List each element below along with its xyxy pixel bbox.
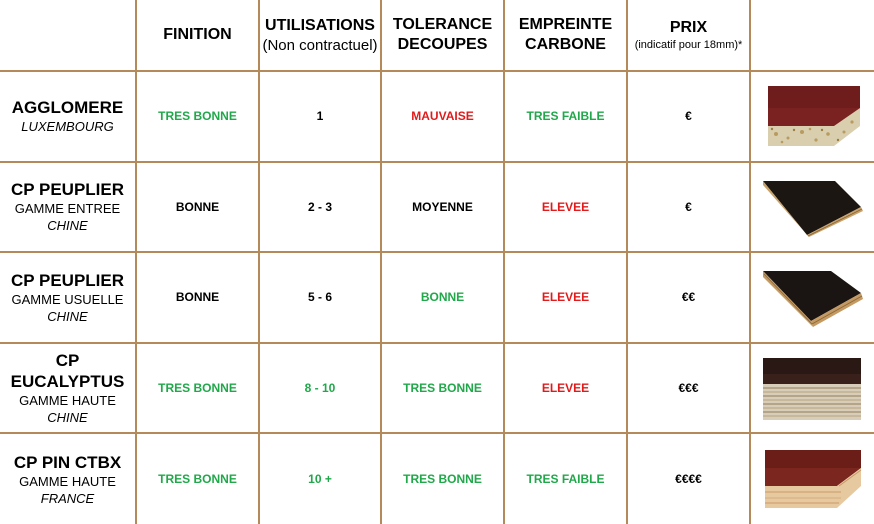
utilisations-value: 2 - 3 bbox=[258, 160, 381, 253]
utilisations-value: 1 bbox=[258, 70, 381, 162]
particleboard-sample-image bbox=[749, 70, 874, 162]
poplar-plywood-standard-sample-image bbox=[749, 251, 874, 343]
header-finition: FINITION bbox=[135, 0, 259, 71]
table-row: CP EUCALYPTUS GAMME HAUTE CHINE TRES BON… bbox=[0, 341, 874, 434]
pine-ctbx-plywood-sample-image bbox=[749, 432, 874, 524]
table-row: CP PEUPLIER GAMME USUELLE CHINE BONNE 5 … bbox=[0, 251, 874, 343]
material-cell: CP PIN CTBX GAMME HAUTE FRANCE bbox=[0, 432, 136, 524]
eucalyptus-plywood-sample-image bbox=[749, 341, 874, 434]
material-range: GAMME USUELLE bbox=[11, 291, 124, 307]
tolerance-value: TRES BONNE bbox=[380, 432, 504, 524]
header-prix: PRIX (indicatif pour 18mm)* bbox=[626, 0, 750, 71]
tolerance-value: MOYENNE bbox=[380, 160, 504, 253]
table-row: CP PEUPLIER GAMME ENTREE CHINE BONNE 2 -… bbox=[0, 160, 874, 253]
material-cell: CP PEUPLIER GAMME USUELLE CHINE bbox=[0, 251, 136, 343]
empreinte-value: TRES FAIBLE bbox=[503, 432, 627, 524]
finition-value: TRES BONNE bbox=[135, 341, 259, 434]
table-row: CP PIN CTBX GAMME HAUTE FRANCE TRES BONN… bbox=[0, 432, 874, 524]
material-range: GAMME ENTREE bbox=[14, 201, 121, 217]
header-utilisations: UTILISATIONS (Non contractuel) bbox=[258, 0, 381, 71]
material-origin: CHINE bbox=[47, 410, 88, 426]
material-origin: CHINE bbox=[47, 308, 88, 324]
tolerance-value: BONNE bbox=[380, 251, 504, 343]
table-row: AGGLOMERE LUXEMBOURG TRES BONNE 1 MAUVAI… bbox=[0, 70, 874, 162]
material-name: CP PIN CTBX bbox=[13, 452, 122, 472]
material-cell: CP PEUPLIER GAMME ENTREE CHINE bbox=[0, 160, 136, 253]
empreinte-value: TRES FAIBLE bbox=[503, 70, 627, 162]
utilisations-value: 8 - 10 bbox=[258, 341, 381, 434]
utilisations-value: 5 - 6 bbox=[258, 251, 381, 343]
material-name: AGGLOMERE bbox=[11, 98, 124, 118]
material-origin: LUXEMBOURG bbox=[21, 119, 114, 135]
finition-value: TRES BONNE bbox=[135, 432, 259, 524]
material-cell: CP EUCALYPTUS GAMME HAUTE CHINE bbox=[0, 341, 136, 434]
material-name: CP PEUPLIER bbox=[10, 180, 125, 200]
empreinte-value: ELEVEE bbox=[503, 251, 627, 343]
empreinte-value: ELEVEE bbox=[503, 160, 627, 253]
material-name: CP EUCALYPTUS bbox=[10, 351, 125, 392]
prix-value: € bbox=[626, 160, 750, 253]
header-empreinte: EMPREINTE CARBONE bbox=[503, 0, 627, 71]
header-empty-cell bbox=[0, 0, 136, 71]
header-utilisations-label: UTILISATIONS bbox=[265, 16, 375, 34]
tolerance-value: MAUVAISE bbox=[380, 70, 504, 162]
prix-value: € bbox=[626, 70, 750, 162]
header-image-cell bbox=[749, 0, 874, 71]
header-prix-label: PRIX bbox=[669, 19, 708, 36]
prix-value: €€€€ bbox=[626, 432, 750, 524]
material-name: CP PEUPLIER bbox=[10, 270, 125, 290]
finition-value: BONNE bbox=[135, 251, 259, 343]
material-origin: CHINE bbox=[47, 218, 88, 234]
prix-value: €€€ bbox=[626, 341, 750, 434]
header-tolerance: TOLERANCE DECOUPES bbox=[380, 0, 504, 71]
finition-value: TRES BONNE bbox=[135, 70, 259, 162]
material-range: GAMME HAUTE bbox=[19, 473, 116, 489]
header-prix-sub: (indicatif pour 18mm)* bbox=[634, 39, 743, 51]
material-range: GAMME HAUTE bbox=[19, 393, 116, 409]
finition-value: BONNE bbox=[135, 160, 259, 253]
empreinte-value: ELEVEE bbox=[503, 341, 627, 434]
material-origin: FRANCE bbox=[40, 490, 95, 506]
header-utilisations-sub: (Non contractuel) bbox=[262, 36, 378, 54]
material-cell: AGGLOMERE LUXEMBOURG bbox=[0, 70, 136, 162]
prix-value: €€ bbox=[626, 251, 750, 343]
utilisations-value: 10 + bbox=[258, 432, 381, 524]
tolerance-value: TRES BONNE bbox=[380, 341, 504, 434]
poplar-plywood-entry-sample-image bbox=[749, 160, 874, 253]
header-row: FINITION UTILISATIONS (Non contractuel) … bbox=[0, 0, 874, 71]
